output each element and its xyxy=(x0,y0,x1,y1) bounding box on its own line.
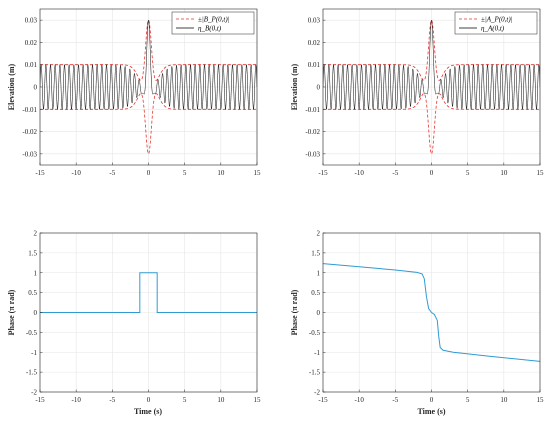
data-layer xyxy=(40,19,257,155)
elevation-chart-left: -15 -10 -5 0 5 10 15 -0.03 -0.02 -0.01 0 0.01 0.02 0.… xyxy=(7,8,262,177)
x-tick-label: -15 xyxy=(35,169,45,177)
elevation-chart-right: -15 -10 -5 0 5 10 15 -0.03 -0.02 -0.01 0 0.01 0.02 0.… xyxy=(290,8,545,177)
y-tick-label: 0.03 xyxy=(308,17,321,25)
y-tick-label: -0.02 xyxy=(305,128,320,136)
x-tick-label: 5 xyxy=(466,169,470,177)
series-line-phase xyxy=(323,263,540,362)
phase-chart-right: -15 -10 -5 0 5 10 15 -2 -1.5 -1 -0.5 0 0.5 1 1.5 2 Phase… xyxy=(290,230,544,417)
y-tick-label: -2 xyxy=(31,389,37,397)
y-tick-label: 0.5 xyxy=(311,289,320,297)
y-axis-label: Elevation (m) xyxy=(7,63,16,110)
x-tick-label: 10 xyxy=(500,169,508,177)
x-tick-label: -10 xyxy=(71,169,81,177)
y-tick-label: 1.5 xyxy=(28,249,37,257)
y-tick-label: 0.02 xyxy=(25,39,38,47)
y-tick-label: -1 xyxy=(314,349,320,357)
y-tick-label: 0.5 xyxy=(28,289,37,297)
y-tick-label: -1 xyxy=(31,349,37,357)
legend: ±|A_P(0,t)|η_A(0,t) xyxy=(454,11,538,35)
y-tick-label: 0.01 xyxy=(25,61,38,69)
x-tick-label: 0 xyxy=(147,396,151,404)
envelope-upper-line xyxy=(40,19,257,81)
y-tick-label: -0.03 xyxy=(305,150,320,158)
x-tick-label: 15 xyxy=(537,396,545,404)
y-tick-label: -0.5 xyxy=(309,329,321,337)
x-tick-label: 10 xyxy=(217,169,225,177)
legend: ±|B_P(0,t)|η_B(0,t) xyxy=(171,11,255,35)
y-tick-label: -0.01 xyxy=(22,106,37,114)
legend-box xyxy=(454,11,538,35)
x-tick-label: -5 xyxy=(109,169,115,177)
y-axis-label: Phase (π rad) xyxy=(290,289,299,335)
x-tick-label: -15 xyxy=(318,396,328,404)
data-layer xyxy=(323,19,540,155)
x-tick-label: -15 xyxy=(318,169,328,177)
x-tick-label: -5 xyxy=(392,396,398,404)
y-tick-label: 0.02 xyxy=(308,39,321,47)
y-tick-label: 2 xyxy=(317,230,321,238)
y-tick-label: 2 xyxy=(34,230,38,238)
x-tick-label: 0 xyxy=(430,396,434,404)
y-tick-label: 0.01 xyxy=(308,61,321,69)
legend-label: ±|A_P(0,t)| xyxy=(481,16,513,24)
y-tick-label: 0 xyxy=(317,84,321,92)
x-tick-label: -10 xyxy=(71,396,81,404)
x-axis-label: Time (s) xyxy=(417,407,445,416)
legend-box xyxy=(171,11,255,35)
x-axis-label: Time (s) xyxy=(134,407,162,416)
x-tick-label: 5 xyxy=(466,396,470,404)
x-tick-label: -10 xyxy=(354,396,364,404)
x-tick-label: -15 xyxy=(35,396,45,404)
y-tick-label: -0.5 xyxy=(26,329,38,337)
legend-label: η_B(0,t) xyxy=(198,25,222,33)
y-tick-label: -1.5 xyxy=(309,369,321,377)
y-tick-label: -0.02 xyxy=(22,128,37,136)
x-tick-label: 10 xyxy=(217,396,225,404)
x-tick-label: 5 xyxy=(183,396,187,404)
y-tick-label: -1.5 xyxy=(26,369,38,377)
y-tick-label: 0 xyxy=(34,309,38,317)
x-tick-label: 0 xyxy=(430,169,434,177)
y-tick-label: 1 xyxy=(34,269,38,277)
y-axis-label: Elevation (m) xyxy=(290,63,299,110)
y-tick-label: -0.01 xyxy=(305,106,320,114)
x-tick-label: -5 xyxy=(392,169,398,177)
x-tick-label: 5 xyxy=(183,169,187,177)
y-tick-label: 0 xyxy=(34,84,38,92)
x-tick-label: -5 xyxy=(109,396,115,404)
x-tick-label: 15 xyxy=(254,396,262,404)
y-axis-label: Phase (π rad) xyxy=(7,289,16,335)
signal-line xyxy=(323,19,540,110)
y-tick-label: 1.5 xyxy=(311,249,320,257)
phase-chart-left: -15 -10 -5 0 5 10 15 -2 -1.5 -1 -0.5 0 0.5 1 1.5 2 Phase… xyxy=(7,230,261,405)
legend-label: ±|B_P(0,t)| xyxy=(198,16,230,24)
x-tick-label: 15 xyxy=(254,169,262,177)
x-tick-label: 0 xyxy=(147,169,151,177)
signal-line xyxy=(40,19,257,110)
y-tick-label: 0.03 xyxy=(25,17,38,25)
x-tick-label: 10 xyxy=(500,396,508,404)
legend-label: η_A(0,t) xyxy=(481,25,505,33)
data-layer xyxy=(323,263,540,362)
envelope-upper-line xyxy=(323,19,540,81)
x-tick-label: 15 xyxy=(537,169,545,177)
y-tick-label: 0 xyxy=(317,309,321,317)
y-tick-label: -2 xyxy=(314,389,320,397)
x-tick-label: -10 xyxy=(354,169,364,177)
y-tick-label: -0.03 xyxy=(22,150,37,158)
y-tick-label: 1 xyxy=(317,269,321,277)
data-layer xyxy=(40,272,257,313)
series-line-phase xyxy=(40,272,257,313)
